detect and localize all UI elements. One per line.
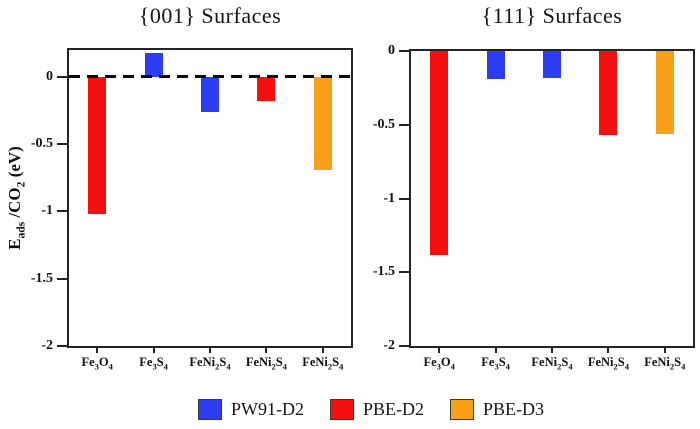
x-category-label: FeNi2S4 — [531, 355, 573, 372]
subscript: 2 — [669, 361, 675, 372]
panel-title-111-surfaces: {111} Surfaces — [481, 3, 623, 28]
legend-swatch-orange-icon — [450, 399, 475, 420]
y-tick-label: -1 — [383, 190, 395, 206]
x-category-label: FeNi2S4 — [644, 355, 686, 372]
subscript: 2 — [327, 361, 333, 372]
y-tick-label: -0.5 — [30, 136, 53, 152]
y-tick-mark — [57, 75, 67, 78]
x-tick-mark — [96, 346, 99, 353]
legend-label: PBE-D3 — [483, 399, 545, 419]
bar-Fe3O4 — [88, 76, 107, 215]
y-tick-mark — [399, 345, 409, 347]
bar-FeNi2S4 — [257, 76, 276, 102]
subscript: ads — [14, 221, 28, 239]
y-tick-mark — [399, 271, 409, 274]
legend-entry-pbe-d2: PBE-D2 — [330, 399, 424, 420]
y-tick-mark — [57, 345, 67, 347]
x-category-label: Fe3O4 — [81, 355, 113, 372]
subscript: 2 — [557, 361, 562, 372]
subscript: 4 — [163, 361, 168, 372]
bar-FeNi2S4 — [655, 51, 674, 134]
y-tick-label: -1.5 — [30, 270, 53, 286]
subscript: 2 — [613, 361, 618, 372]
subscript: 2 — [271, 361, 276, 372]
y-tick-label: -1.5 — [372, 264, 395, 280]
subscript: 4 — [568, 361, 573, 372]
x-tick-mark — [551, 346, 553, 353]
x-category-label: FeNi2S4 — [302, 355, 344, 372]
y-tick-mark — [399, 197, 409, 200]
x-category-label: FeNi2S4 — [587, 355, 629, 372]
subscript: 4 — [505, 361, 510, 372]
subscript: 4 — [282, 361, 287, 372]
x-category-label: Fe3S4 — [139, 355, 168, 372]
y-tick-label: 0 — [46, 68, 53, 84]
y-tick-label: -2 — [383, 338, 395, 353]
subscript: 3 — [94, 361, 99, 372]
bar-FeNi2S4 — [201, 76, 219, 112]
subscript: 4 — [226, 361, 231, 372]
bar-FeNi2S4 — [543, 51, 561, 78]
y-axis-label: Eads /CO2 (eV) — [5, 146, 28, 250]
plot-area-001-surfaces: 0 -0.5 -1 -1.5 -2 Fe3O4 Fe3S4 FeNi2S4 FeNi2S4 FeN… — [31, 48, 353, 372]
legend-swatch-red-icon — [330, 399, 354, 420]
legend-label: PW91-D2 — [231, 399, 304, 419]
x-tick-mark — [152, 346, 155, 353]
y-tick-label: -1 — [41, 203, 53, 219]
y-tick-label: 0 — [388, 43, 395, 58]
panel-title-001-surfaces: {001} Surfaces — [138, 3, 282, 28]
x-tick-mark — [321, 346, 324, 353]
x-category-label: Fe3S4 — [481, 355, 510, 372]
subscript: 2 — [215, 361, 220, 372]
subscript: 3 — [152, 361, 157, 372]
zero-dashed-line — [69, 75, 351, 79]
y-tick-mark — [399, 50, 409, 52]
legend-label: PBE-D2 — [363, 399, 425, 419]
bar-Fe3S4 — [486, 51, 505, 80]
legend: PW91-D2 PBE-D2 PBE-D3 — [198, 399, 544, 420]
x-tick-mark — [663, 346, 666, 353]
bar-FeNi2S4 — [599, 51, 618, 136]
x-category-label: Fe3O4 — [423, 355, 455, 372]
subscript: 4 — [681, 361, 686, 372]
subscript: 2 — [14, 181, 28, 188]
subscript: 3 — [436, 361, 441, 372]
y-tick-mark — [57, 277, 67, 280]
subscript: 4 — [108, 361, 113, 372]
y-tick-mark — [57, 210, 67, 213]
subscript: 3 — [494, 361, 499, 372]
subscript: 4 — [624, 361, 629, 372]
bar-Fe3S4 — [144, 52, 163, 77]
subscript: 4 — [450, 361, 455, 372]
bar-FeNi2S4 — [313, 76, 332, 170]
bar-Fe3O4 — [430, 51, 449, 255]
x-tick-mark — [438, 346, 441, 353]
x-tick-mark — [209, 346, 211, 353]
x-tick-mark — [607, 346, 610, 353]
legend-swatch-blue-icon — [198, 399, 222, 420]
x-category-label: FeNi2S4 — [189, 355, 231, 372]
x-tick-mark — [265, 346, 268, 353]
legend-entry-pbe-d3: PBE-D3 — [450, 399, 544, 420]
y-tick-label: -2 — [41, 338, 53, 353]
y-tick-mark — [399, 123, 409, 126]
legend-entry-pw91-d2: PW91-D2 — [198, 399, 304, 420]
x-category-label: FeNi2S4 — [245, 355, 287, 372]
y-tick-label: -0.5 — [372, 116, 395, 132]
plot-area-111-surfaces: 0 -0.5 -1 -1.5 -2 Fe3O4 Fe3S4 FeNi2S4 FeNi2S4 FeN… — [373, 43, 695, 372]
subscript: 4 — [339, 361, 344, 372]
x-tick-mark — [494, 346, 497, 353]
y-tick-mark — [57, 143, 67, 146]
